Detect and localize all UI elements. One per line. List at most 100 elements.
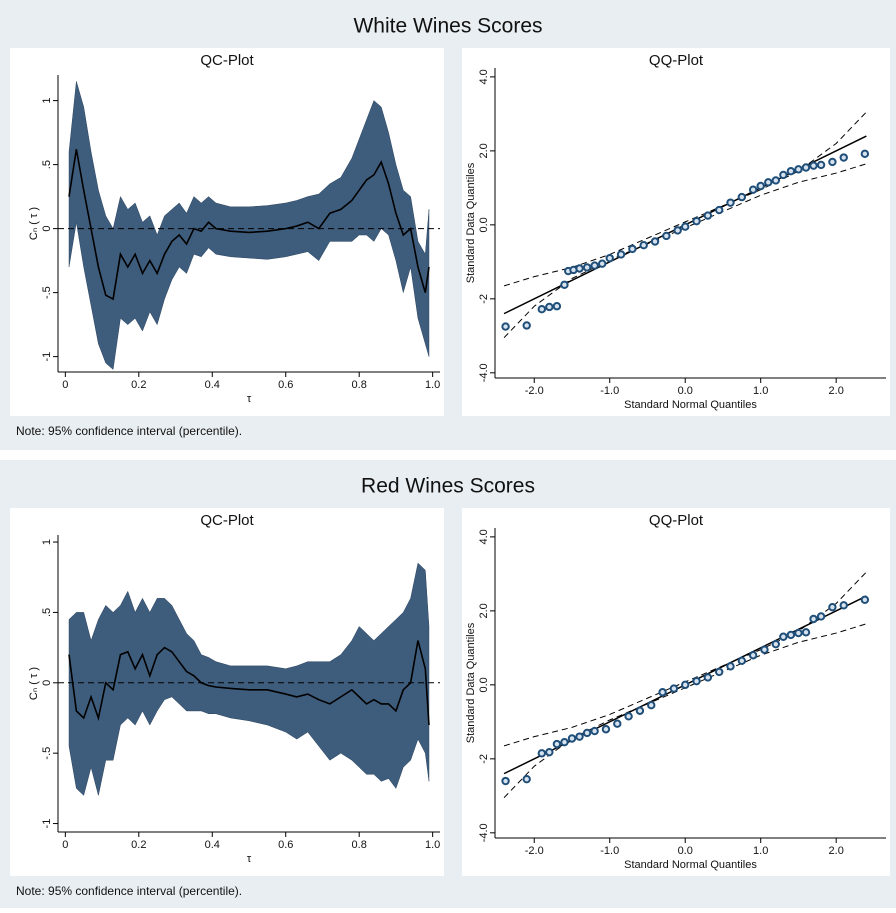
point — [575, 264, 584, 273]
point — [794, 628, 803, 638]
point — [552, 302, 562, 311]
point — [639, 240, 648, 250]
y-tick-label: 2.0 — [478, 143, 490, 158]
point — [567, 734, 577, 743]
y-axis-label: Standard Data Quantiles — [465, 622, 477, 743]
x-tick-label: -1.0 — [600, 385, 619, 397]
y-tick-label: .5 — [41, 160, 53, 169]
point — [616, 250, 626, 259]
x-tick-label: 0.8 — [352, 379, 367, 391]
point — [673, 226, 682, 235]
point — [575, 732, 584, 741]
confidence-bound — [503, 111, 867, 287]
point — [582, 263, 592, 272]
point — [501, 322, 510, 331]
point — [560, 737, 569, 747]
x-tick-label: -2.0 — [525, 385, 544, 397]
y-tick-label: -.5 — [41, 286, 53, 299]
y-tick-label: 0 — [41, 680, 53, 686]
x-tick-label: 0.0 — [678, 385, 693, 397]
x-axis-label: Standard Normal Quantiles — [624, 399, 757, 411]
subplot-title: QQ-Plot — [649, 52, 704, 69]
point — [779, 632, 788, 641]
y-tick-label: 0.0 — [478, 217, 490, 232]
point — [748, 651, 758, 660]
x-tick-label: 0.6 — [278, 839, 293, 851]
x-tick-label: 0.2 — [131, 839, 146, 851]
panel-title: White Wines Scores — [353, 15, 542, 38]
point — [669, 684, 679, 693]
x-tick-label: 1.0 — [425, 839, 440, 851]
point — [597, 259, 607, 268]
point — [809, 161, 818, 170]
x-tick-label: 0.4 — [205, 379, 220, 391]
point — [681, 680, 690, 690]
point — [737, 656, 747, 666]
x-tick-label: 0.8 — [352, 839, 367, 851]
point — [628, 244, 637, 254]
point — [662, 231, 671, 241]
point — [714, 667, 724, 677]
subplot: QQ-Plot -2.0 -1.0 0.0 1.0 2.0 4.0 2.0 0.0 -2 -4.0 S… — [462, 48, 890, 416]
point — [801, 163, 811, 172]
x-tick-label: 0.4 — [205, 839, 220, 851]
point — [537, 304, 546, 314]
point — [613, 719, 622, 728]
x-tick-label: -2.0 — [525, 845, 544, 857]
y-tick-label: -1 — [41, 352, 53, 362]
point — [809, 614, 818, 624]
x-tick-label: 0.2 — [131, 379, 146, 391]
subplot: QC-Plot 0 0.2 0.4 0.6 0.8 1.0 1 .5 0 -.5 -1 τ Cₙ ( τ … — [10, 48, 444, 416]
point — [839, 153, 848, 162]
point — [764, 178, 773, 187]
y-tick-label: -2 — [478, 294, 490, 304]
x-tick-label: 1.0 — [753, 385, 768, 397]
point — [537, 749, 546, 758]
point — [635, 706, 645, 715]
point — [658, 688, 667, 697]
y-tick-label: -4.0 — [478, 823, 490, 842]
point — [522, 321, 531, 330]
point — [522, 774, 531, 784]
x-tick-label: 2.0 — [829, 845, 844, 857]
point — [545, 302, 554, 312]
point — [828, 157, 837, 167]
x-tick-label: 0.0 — [678, 845, 693, 857]
point — [601, 725, 611, 734]
point — [590, 261, 599, 270]
y-tick-label: -4.0 — [478, 363, 490, 382]
x-tick-label: 0 — [62, 839, 68, 851]
point — [737, 192, 747, 202]
point — [794, 165, 803, 174]
point — [681, 222, 690, 231]
point — [605, 253, 614, 263]
point — [692, 216, 701, 226]
y-tick-label: 0.0 — [478, 677, 490, 692]
point — [748, 185, 758, 194]
subplot-title: QQ-Plot — [649, 512, 704, 529]
y-tick-label: -1 — [41, 819, 53, 829]
panel-title: Red Wines Scores — [361, 475, 535, 498]
subplot-title: QC-Plot — [200, 52, 254, 69]
subplot: QC-Plot 0 0.2 0.4 0.6 0.8 1.0 1 .5 0 -.5 -1 τ Cₙ ( τ … — [10, 508, 444, 876]
point — [860, 595, 870, 604]
note: Note: 95% confidence interval (percentil… — [16, 424, 242, 438]
point — [692, 676, 701, 686]
confidence-band — [68, 81, 430, 370]
x-axis-label: Standard Normal Quantiles — [624, 859, 757, 871]
y-tick-label: -2 — [478, 754, 490, 764]
estimate-line — [68, 640, 430, 726]
point — [560, 280, 569, 289]
point — [816, 612, 826, 621]
x-tick-label: -1.0 — [600, 845, 619, 857]
point — [703, 673, 713, 682]
point — [624, 712, 633, 721]
point — [552, 739, 562, 749]
point — [726, 198, 735, 207]
point — [714, 205, 724, 215]
point — [545, 747, 554, 757]
point — [726, 662, 735, 671]
point — [647, 700, 656, 710]
point — [756, 181, 765, 191]
